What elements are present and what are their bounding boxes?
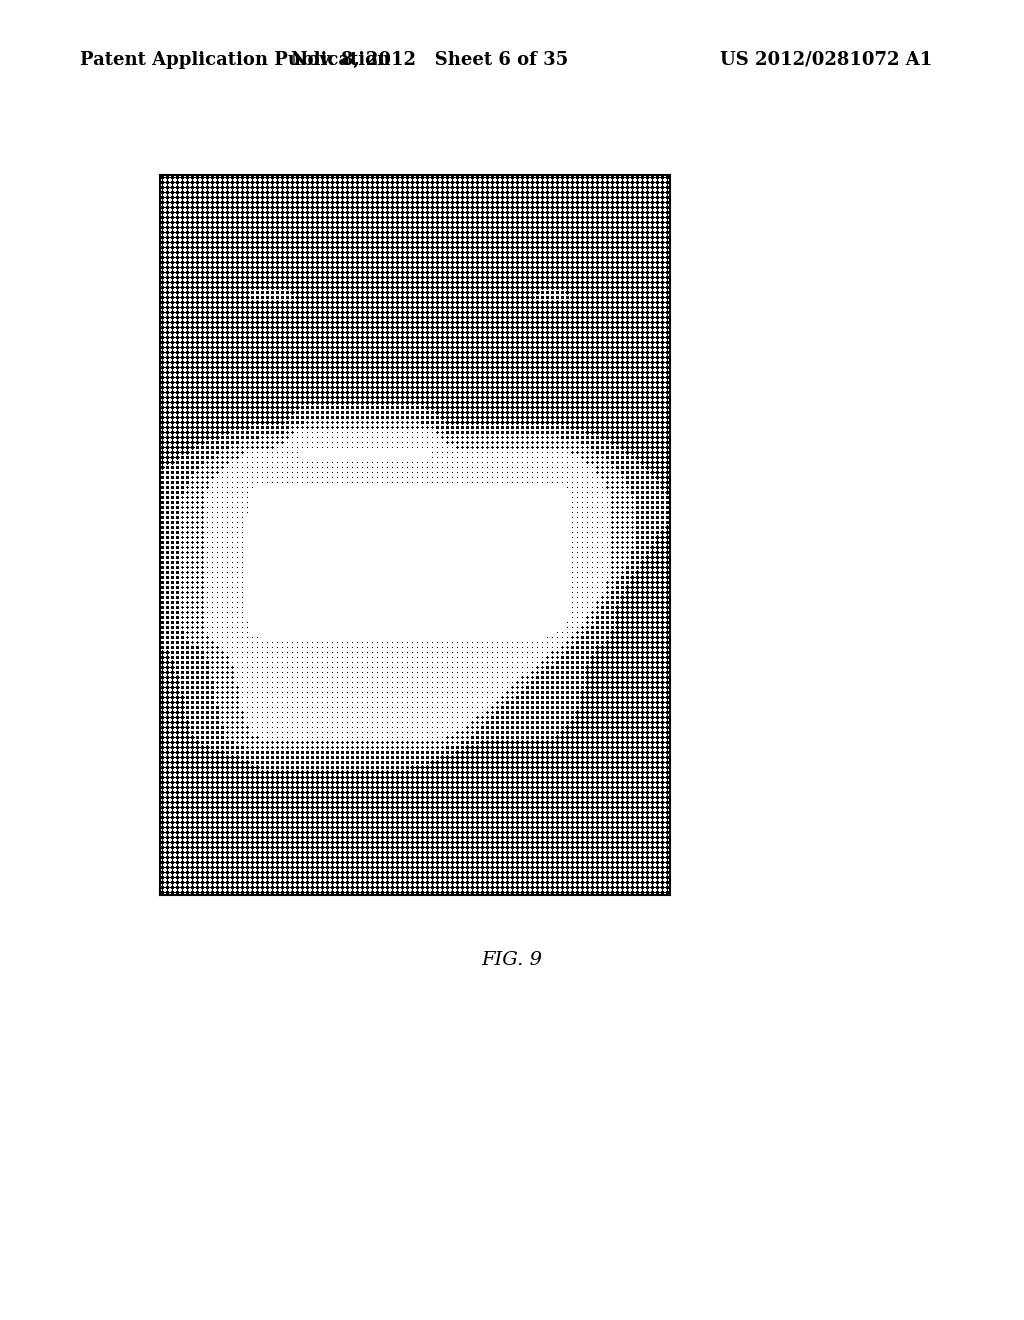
Text: Patent Application Publication: Patent Application Publication <box>80 51 390 69</box>
Text: FIG. 9: FIG. 9 <box>481 950 543 969</box>
Text: Nov. 8, 2012   Sheet 6 of 35: Nov. 8, 2012 Sheet 6 of 35 <box>292 51 568 69</box>
Text: US 2012/0281072 A1: US 2012/0281072 A1 <box>720 51 932 69</box>
